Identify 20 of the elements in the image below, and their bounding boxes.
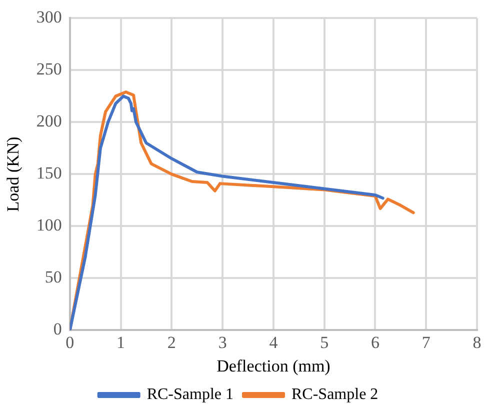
x-tick-label: 3 (218, 332, 227, 352)
y-tick-label: 100 (36, 216, 62, 235)
x-tick-label: 7 (422, 332, 431, 352)
x-tick-label: 0 (66, 332, 74, 352)
y-tick-label: 300 (36, 8, 62, 27)
y-tick-label: 150 (36, 164, 62, 183)
y-tick-label: 50 (44, 268, 62, 287)
x-tick-label: 2 (167, 332, 176, 352)
y-tick-label: 0 (53, 320, 62, 339)
legend-label: RC-Sample 2 (292, 386, 378, 404)
x-tick-label: 8 (472, 332, 482, 352)
x-tick-label: 4 (269, 332, 278, 352)
y-tick-label: 200 (36, 112, 62, 131)
x-tick-label: 1 (116, 332, 126, 352)
x-tick-label: 5 (320, 332, 329, 352)
y-axis-title: Load (KN) (4, 136, 23, 212)
x-tick-label: 6 (370, 332, 380, 352)
x-axis-title: Deflection (mm) (216, 356, 330, 376)
legend-label: RC-Sample 1 (146, 386, 234, 404)
y-tick-label: 250 (36, 60, 62, 79)
